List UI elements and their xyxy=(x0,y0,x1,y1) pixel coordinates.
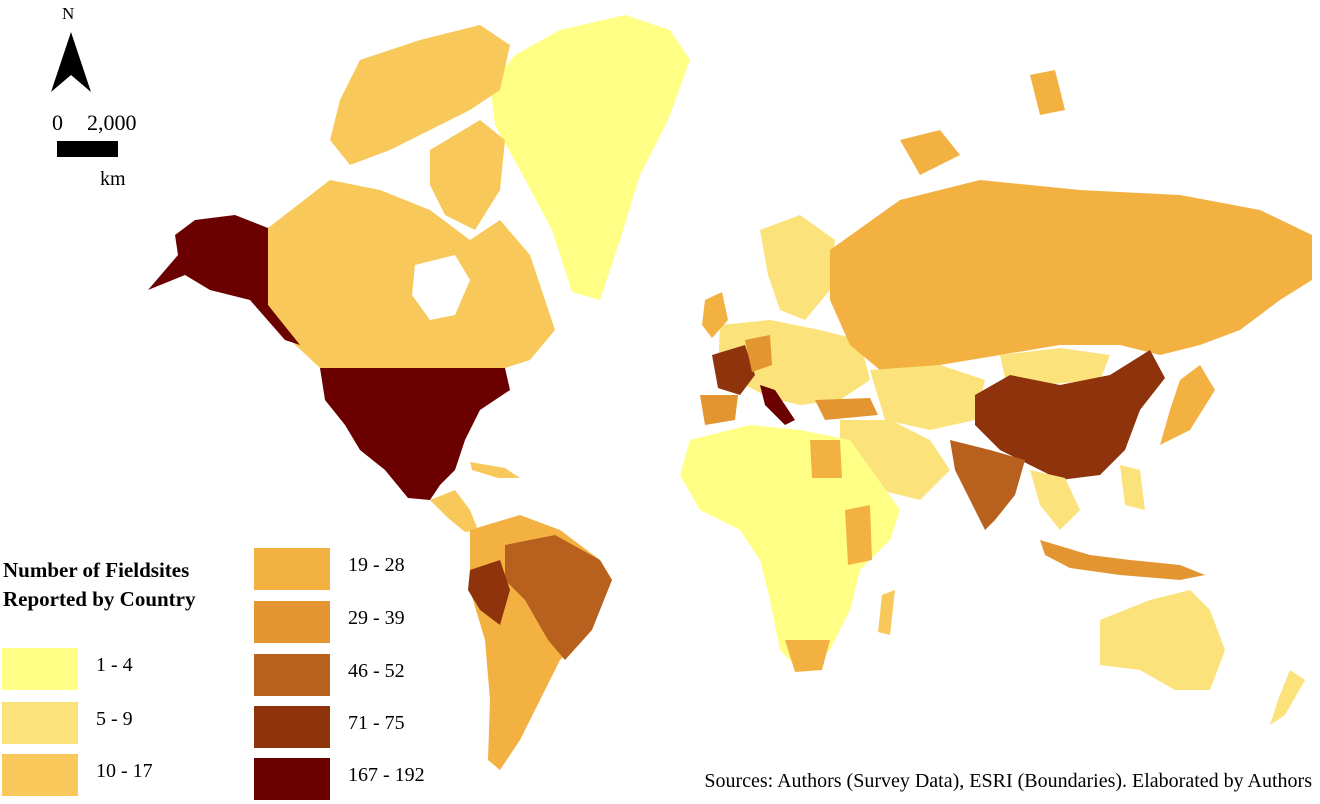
legend-title: Number of Fieldsites Reported by Country xyxy=(3,558,196,611)
germany xyxy=(745,335,772,372)
legend-label: 1 - 4 xyxy=(96,654,133,676)
france xyxy=(712,345,755,395)
africa xyxy=(680,425,900,670)
uk xyxy=(702,292,728,338)
legend-label: 10 - 17 xyxy=(96,760,153,782)
scale-bar xyxy=(57,141,118,157)
hudson-bay xyxy=(412,255,470,320)
usa-mexico xyxy=(320,368,510,500)
alaska xyxy=(148,215,300,345)
east-africa xyxy=(845,505,872,565)
legend-swatch xyxy=(254,654,330,696)
scandinavia xyxy=(760,215,835,320)
turkey xyxy=(815,398,878,420)
legend-label: 29 - 39 xyxy=(348,607,405,629)
baffin-island xyxy=(430,120,505,230)
india xyxy=(950,440,1025,530)
russia xyxy=(830,180,1312,370)
legend-swatch xyxy=(254,548,330,590)
central-america xyxy=(430,490,478,532)
greenland xyxy=(490,15,690,300)
russia-arctic-islands xyxy=(900,70,1065,175)
australia xyxy=(1100,590,1225,690)
legend-swatch xyxy=(254,706,330,748)
source-note: Sources: Authors (Survey Data), ESRI (Bo… xyxy=(704,770,1312,792)
legend-label: 19 - 28 xyxy=(348,554,405,576)
caribbean xyxy=(470,462,520,478)
legend-swatch xyxy=(2,648,78,690)
scale-max-label: 2,000 xyxy=(87,110,137,135)
new-zealand xyxy=(1270,670,1305,725)
canada xyxy=(268,180,555,368)
north-label: N xyxy=(62,4,75,23)
mongolia xyxy=(1000,348,1110,385)
central-asia xyxy=(870,365,985,430)
legend-swatch xyxy=(254,601,330,643)
canada-arctic-islands xyxy=(330,25,510,165)
north-arrow-icon xyxy=(51,32,91,92)
scale-zero-label: 0 xyxy=(52,110,63,135)
legend-swatch xyxy=(254,758,330,800)
legend-label: 46 - 52 xyxy=(348,660,405,682)
southeast-asia xyxy=(1030,470,1080,530)
legend-label: 5 - 9 xyxy=(96,708,133,730)
philippines xyxy=(1120,465,1145,510)
italy xyxy=(760,385,795,425)
indonesia xyxy=(1040,540,1205,580)
legend-swatch xyxy=(2,754,78,796)
legend-label: 167 - 192 xyxy=(348,764,425,786)
brazil xyxy=(505,535,612,660)
legend-swatch xyxy=(2,702,78,744)
china xyxy=(975,350,1165,480)
egypt xyxy=(810,440,842,478)
south-africa xyxy=(785,640,830,672)
madagascar xyxy=(878,590,895,635)
peru xyxy=(468,560,510,625)
scale-unit-label: km xyxy=(100,168,126,190)
japan xyxy=(1160,365,1215,445)
legend-label: 71 - 75 xyxy=(348,712,405,734)
iberia xyxy=(700,395,738,425)
